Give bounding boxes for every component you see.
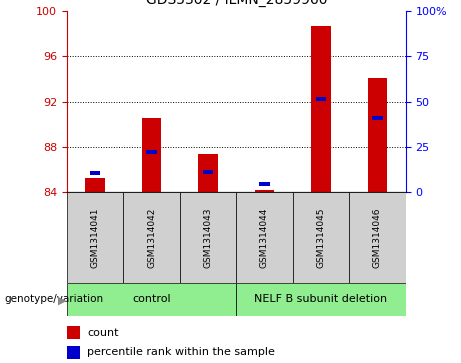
Text: GSM1314045: GSM1314045 [316,208,325,268]
Title: GDS5302 / ILMN_2859960: GDS5302 / ILMN_2859960 [146,0,327,7]
Bar [236,192,293,283]
Text: genotype/variation: genotype/variation [5,294,104,305]
Bar [90,171,100,175]
Text: count: count [87,327,118,338]
Bar [254,190,274,192]
Bar [123,192,180,283]
Bar [198,154,218,192]
Bar [293,192,349,283]
Bar [349,192,406,283]
Bar [147,150,157,154]
Text: GSM1314044: GSM1314044 [260,208,269,268]
Bar [85,178,105,192]
Text: GSM1314041: GSM1314041 [90,208,100,268]
Text: GSM1314043: GSM1314043 [203,208,213,268]
Text: ▶: ▶ [58,295,66,306]
Bar [316,97,326,101]
Bar [311,26,331,192]
Bar [260,183,270,187]
Bar [67,192,123,283]
Text: GSM1314042: GSM1314042 [147,208,156,268]
Text: control: control [132,294,171,305]
Bar [67,326,80,339]
Bar [203,170,213,174]
Text: NELF B subunit deletion: NELF B subunit deletion [254,294,388,305]
Bar [67,283,236,316]
Text: percentile rank within the sample: percentile rank within the sample [87,347,275,357]
Bar [142,118,161,192]
Bar [180,192,236,283]
Bar [367,78,387,192]
Bar [372,115,383,119]
Bar [236,283,406,316]
Text: GSM1314046: GSM1314046 [373,208,382,268]
Bar [67,346,80,359]
